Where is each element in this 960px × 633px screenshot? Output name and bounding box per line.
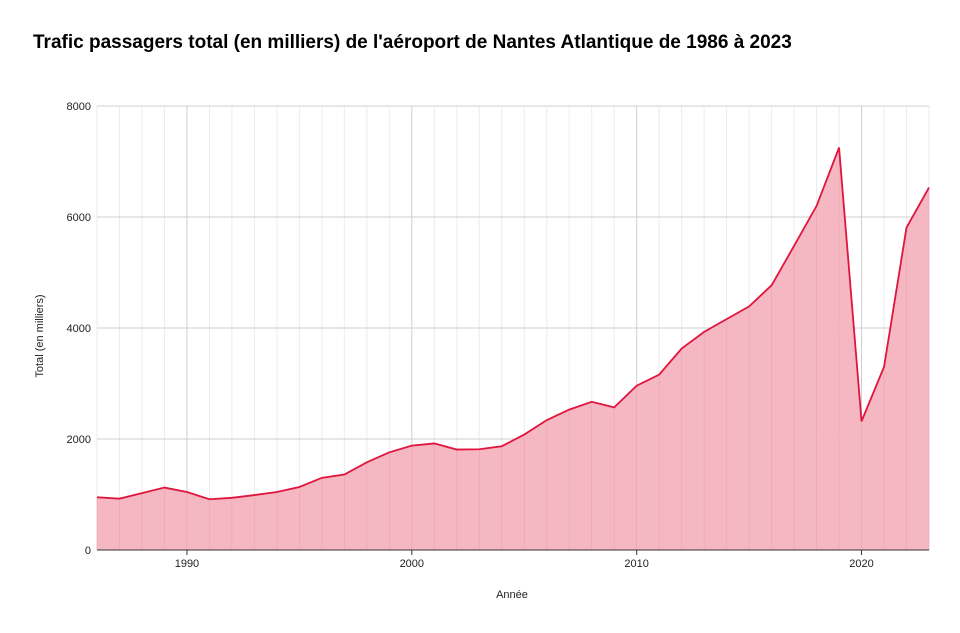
axes-layer: 0 2000 4000 6000 8000 1990 2000 2010 2020 (67, 101, 929, 570)
x-axis-label: Année (496, 589, 528, 601)
x-tick-label: 2020 (849, 558, 873, 570)
y-tick-label: 6000 (67, 212, 91, 224)
y-tick-label: 2000 (67, 434, 91, 446)
x-tick-label: 2010 (624, 558, 648, 570)
series-line (96, 147, 930, 501)
y-axis-label: Total (en milliers) (34, 294, 46, 377)
y-tick-label: 8000 (67, 101, 91, 113)
x-tick-label: 1990 (175, 558, 199, 570)
y-tick-label: 4000 (67, 323, 91, 335)
series-layer (96, 147, 930, 550)
y-tick-label: 0 (85, 545, 91, 557)
series-area-fill (97, 147, 929, 550)
x-tick-label: 2000 (400, 558, 424, 570)
chart-title: Trafic passagers total (en milliers) de … (33, 32, 792, 53)
